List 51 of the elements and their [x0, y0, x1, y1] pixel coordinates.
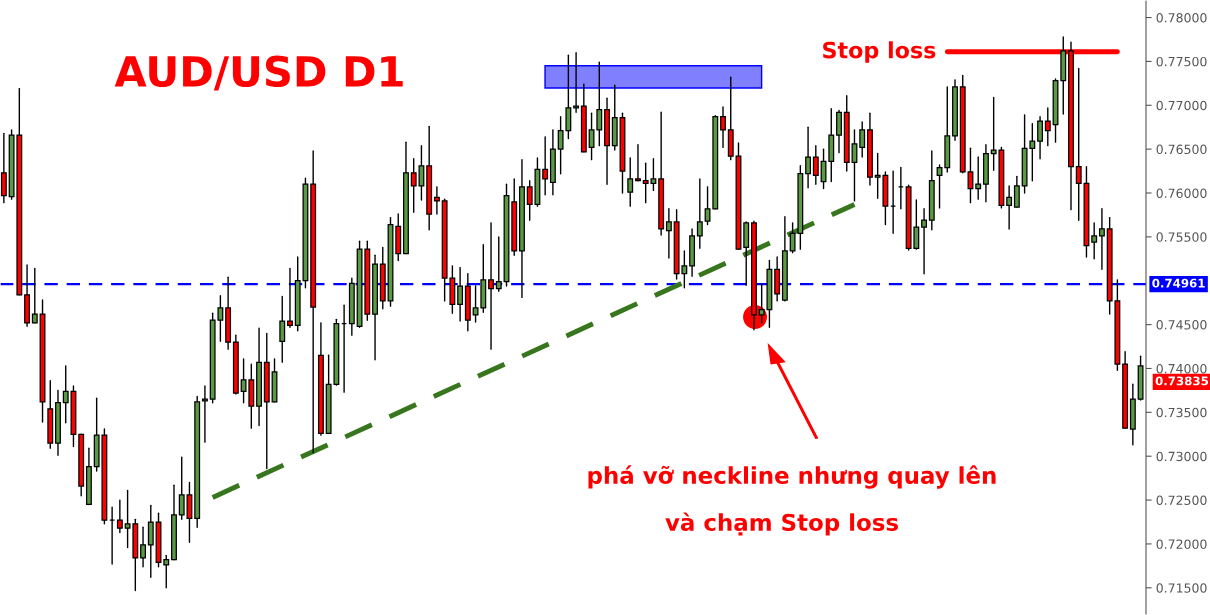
y-tick-label: 0.74000	[1156, 363, 1207, 374]
y-tick-label: 0.71500	[1156, 583, 1207, 593]
candlestick	[921, 208, 928, 275]
candlestick	[542, 136, 549, 196]
annotation: và chạm Stop loss	[665, 512, 898, 536]
candlestick	[163, 554, 170, 589]
annotation: Stop loss	[823, 41, 936, 63]
candlestick	[1091, 222, 1098, 260]
candlestick	[1013, 175, 1020, 208]
y-tick-label: 0.72000	[1156, 539, 1207, 549]
annotation: phá vỡ neckline nhưng quay lên	[588, 465, 996, 489]
y-tick-label: 0.75500	[1156, 232, 1207, 242]
candlestick	[201, 385, 208, 443]
candlestick	[457, 266, 464, 322]
y-tick-label: 0.78000	[1156, 13, 1207, 23]
candlestick	[975, 156, 982, 200]
candlestick	[488, 222, 494, 350]
candlestick	[433, 186, 440, 215]
candlestick	[147, 504, 154, 578]
candlestick	[1044, 107, 1051, 147]
candlestick	[1006, 185, 1013, 230]
y-tick-label: 0.76000	[1156, 188, 1207, 198]
candlestick	[859, 121, 866, 158]
candlestick	[812, 144, 819, 185]
candlestick	[573, 51, 580, 113]
candlestick	[635, 144, 641, 182]
candlestick	[31, 267, 38, 324]
text: AUD/USD D1	[114, 55, 403, 91]
y-tick-label: 0.72500	[1156, 495, 1207, 505]
candlestick	[0, 132, 7, 204]
y-tick-label: 0.73500	[1156, 407, 1207, 418]
candlestick	[279, 295, 286, 364]
y-tick-label: 0.76500	[1156, 144, 1207, 155]
candlestick	[805, 126, 812, 189]
candlestick	[665, 208, 672, 259]
candlestick	[696, 178, 703, 249]
y-tick-label: 0.77000	[1156, 100, 1207, 111]
candlestick	[720, 106, 726, 149]
candlestick	[1098, 208, 1105, 271]
candlestick	[836, 109, 842, 154]
ref-line-label: 0.74961	[1152, 278, 1205, 288]
y-tick-label: 0.73000	[1156, 451, 1207, 462]
y-tick-label: 0.77500	[1156, 56, 1207, 67]
candlestick	[1037, 115, 1044, 160]
candlestick	[116, 499, 123, 534]
y-tick-label: 0.74500	[1156, 320, 1207, 330]
candlestick	[495, 236, 502, 292]
candlestick	[140, 526, 147, 568]
text: 0.73835	[1155, 376, 1209, 386]
candlestick	[627, 157, 634, 207]
candlestick	[287, 267, 293, 328]
